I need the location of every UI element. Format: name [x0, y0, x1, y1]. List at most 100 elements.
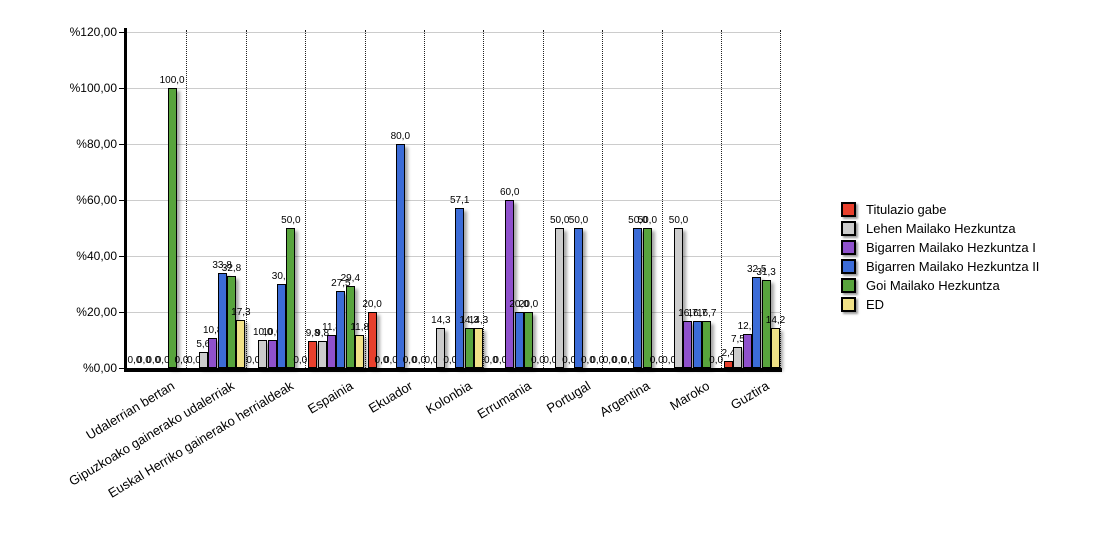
- bar-value-label: 11,8: [322, 321, 341, 333]
- y-gridline: [127, 312, 781, 313]
- bar-lehen-mailako-hezkuntza: [733, 347, 743, 368]
- category-separator: [186, 30, 188, 368]
- legend-swatch: [841, 259, 856, 274]
- y-gridline: [127, 256, 781, 257]
- category-separator: [602, 30, 604, 368]
- bar-value-label: 0,0: [580, 355, 595, 366]
- bar-bigarren-mailako-hezkuntza-ii: [217, 273, 227, 368]
- bar-value-label: 0,0: [543, 355, 558, 366]
- bar-value-label: 32,5: [746, 264, 767, 275]
- bar-value-label: 0,0: [424, 355, 439, 366]
- bar-bigarren-mailako-hezkuntza-i: [742, 334, 752, 368]
- bar-bigarren-mailako-hezkuntza-ii: [692, 321, 702, 368]
- bar-value-label: 0,0: [443, 355, 458, 366]
- x-axis-line: [123, 368, 782, 372]
- bar-value-label: 30,0: [271, 271, 292, 282]
- category-separator: [483, 30, 485, 368]
- legend-swatch: [841, 278, 856, 293]
- legend-label: Goi Mailako Hezkuntza: [866, 278, 1000, 293]
- category-label-guztira: Guztira: [727, 378, 772, 413]
- bar-goi-mailako-hezkuntza: [167, 88, 177, 368]
- bar-value-label: 14,3: [468, 314, 489, 326]
- bar-ed: [771, 328, 780, 368]
- bar-value-label: 50,0: [568, 215, 589, 226]
- y-axis-line: [123, 28, 127, 371]
- bar-titulazio-gabe: [308, 340, 318, 368]
- legend-swatch: [841, 221, 856, 236]
- category-label-portugal: Portugal: [543, 378, 594, 416]
- y-tick-mark: [119, 32, 125, 33]
- bar-value-label: 16,7: [696, 308, 717, 320]
- bar-bigarren-mailako-hezkuntza-i: [505, 200, 515, 368]
- bar-bigarren-mailako-hezkuntza-ii: [752, 277, 762, 368]
- category-label-errumania: Errumania: [474, 378, 534, 422]
- bar-value-label: 0,0: [402, 355, 417, 366]
- bar-value-label: 32,8: [221, 263, 242, 275]
- y-tick-label: %100,00: [69, 81, 117, 95]
- bar-goi-mailako-hezkuntza: [702, 321, 712, 368]
- bar-value-label: 20,0: [518, 299, 539, 310]
- bar-lehen-mailako-hezkuntza: [674, 228, 683, 368]
- y-gridline: [127, 32, 781, 33]
- bar-value-label: 0,0: [146, 355, 161, 366]
- bar-value-label: 50,0: [549, 215, 570, 226]
- bar-value-label: 0,0: [483, 355, 498, 366]
- category-separator: [305, 30, 307, 368]
- bar-value-label: 50,0: [628, 215, 648, 226]
- legend-label: Lehen Mailako Hezkuntza: [866, 221, 1016, 236]
- bar-value-label: 50,0: [637, 215, 658, 226]
- bar-lehen-mailako-hezkuntza: [436, 327, 446, 368]
- y-tick-mark: [119, 256, 125, 257]
- bar-value-label: 0,0: [186, 355, 201, 366]
- bar-value-label: 0,0: [136, 355, 151, 366]
- bar-goi-mailako-hezkuntza: [227, 276, 236, 368]
- bar-bigarren-mailako-hezkuntza-ii: [455, 208, 465, 368]
- bar-titulazio-gabe: [367, 312, 377, 368]
- bar-ed: [355, 334, 365, 368]
- bar-goi-mailako-hezkuntza: [524, 312, 533, 368]
- category-separator: [780, 30, 782, 368]
- legend-swatch: [841, 240, 856, 255]
- legend-label: ED: [866, 297, 885, 312]
- bar-bigarren-mailako-hezkuntza-ii: [574, 228, 583, 368]
- bar-value-label: 16,7: [678, 308, 698, 320]
- y-tick-mark: [119, 144, 125, 145]
- bar-value-label: 100,0: [159, 75, 185, 86]
- category-separator: [364, 30, 366, 368]
- bar-value-label: 9,8: [315, 327, 330, 339]
- bar-value-label: 20,0: [509, 299, 529, 310]
- category-separator: [721, 30, 722, 368]
- bar-value-label: 9,8: [305, 327, 320, 339]
- legend: Titulazio gabe Lehen Mailako Hezkuntza Big…: [841, 200, 1039, 314]
- category-label-argentina: Argentina: [597, 378, 653, 420]
- y-tick-mark: [119, 368, 125, 369]
- legend-item-goi-mailako-hezkuntza: Goi Mailako Hezkuntza: [841, 276, 1039, 295]
- category-label-maroko: Maroko: [667, 378, 713, 414]
- legend-label: Titulazio gabe: [866, 202, 947, 217]
- bar-bigarren-mailako-hezkuntza-ii: [277, 284, 286, 368]
- bar-value-label: 14,3: [459, 314, 479, 326]
- legend-label: Bigarren Mailako Hezkuntza II: [866, 259, 1040, 274]
- bar-value-label: 0,0: [621, 355, 636, 366]
- category-separator: [661, 30, 663, 368]
- bar-lehen-mailako-hezkuntza: [198, 352, 208, 368]
- bar-value-label: 10,8: [202, 324, 223, 336]
- legend-item-titulazio-gabe: Titulazio gabe: [841, 200, 1039, 219]
- y-gridline: [127, 144, 781, 145]
- bar-value-label: 0,0: [612, 355, 627, 366]
- bar-value-label: 0,0: [562, 355, 577, 366]
- category-label-espainia: Espainia: [305, 378, 356, 417]
- bar-value-label: 80,0: [390, 131, 411, 142]
- legend-label: Bigarren Mailako Hezkuntza I: [866, 240, 1036, 255]
- legend-item-bigarren-mailako-hezkuntza-ii: Bigarren Mailako Hezkuntza II: [841, 257, 1039, 276]
- bar-value-label: 31,3: [756, 267, 776, 279]
- bar-value-label: 0,0: [383, 355, 398, 366]
- category-label-kolonbia: Kolonbia: [423, 378, 475, 417]
- bar-value-label: 0,0: [374, 355, 389, 366]
- category-separator: [542, 30, 544, 368]
- y-tick-label: %40,00: [76, 249, 117, 263]
- bar-ed: [474, 327, 483, 368]
- category-label-ekuador: Ekuador: [365, 378, 416, 416]
- bar-value-label: 0,0: [127, 355, 142, 366]
- bar-goi-mailako-hezkuntza: [345, 285, 355, 368]
